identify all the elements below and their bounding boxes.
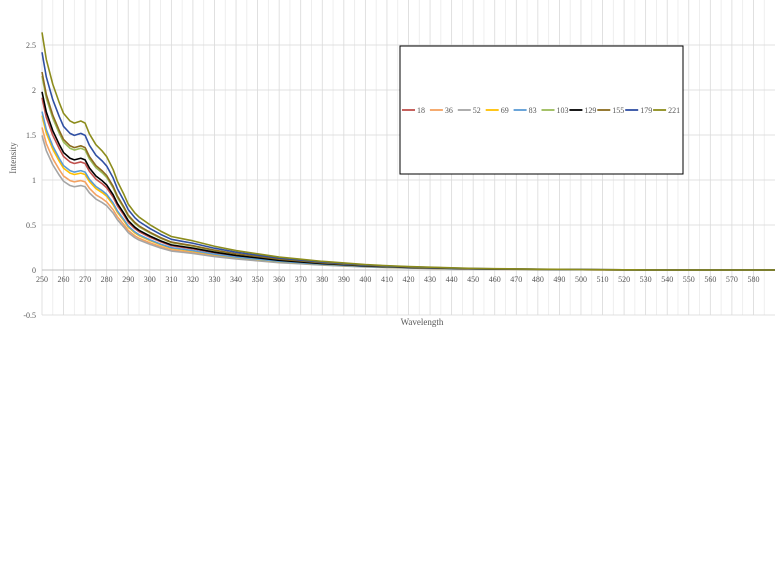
- x-tick-label: 260: [58, 275, 70, 284]
- legend-label-52: 52: [473, 106, 481, 115]
- x-tick-label: 340: [230, 275, 242, 284]
- x-tick-label: 450: [467, 275, 479, 284]
- y-tick-label: 2.5: [26, 41, 36, 50]
- x-axis-title: Wavelength: [401, 317, 444, 327]
- y-axis-title: Intensity: [8, 142, 18, 174]
- x-tick-label: 350: [252, 275, 264, 284]
- x-tick-label: 270: [79, 275, 91, 284]
- y-tick-label: 1.5: [26, 131, 36, 140]
- legend-label-18: 18: [417, 106, 425, 115]
- x-tick-label: 430: [424, 275, 436, 284]
- y-tick-label: 0: [32, 266, 36, 275]
- legend-label-129: 129: [584, 106, 596, 115]
- x-tick-label: 360: [273, 275, 285, 284]
- series-line-221: [41, 32, 775, 271]
- x-tick-label: 300: [144, 275, 156, 284]
- x-tick-label: 280: [101, 275, 113, 284]
- x-tick-label: 470: [510, 275, 522, 284]
- x-tick-label: 530: [640, 275, 652, 284]
- chart-legend: 18 36 52 69 83 103 129 155 179 221: [399, 45, 684, 175]
- legend-label-221: 221: [668, 106, 680, 115]
- x-tick-label: 370: [295, 275, 307, 284]
- x-tick-label: 390: [338, 275, 350, 284]
- legend-label-36: 36: [445, 106, 453, 115]
- x-tick-label: 580: [747, 275, 759, 284]
- y-tick-label: 2: [32, 86, 36, 95]
- x-tick-label: 380: [316, 275, 328, 284]
- y-axis-tick-labels: -0.5 0 0.5 1 1.5 2 2.5: [23, 41, 36, 320]
- x-tick-label: 560: [704, 275, 716, 284]
- legend-label-103: 103: [557, 106, 569, 115]
- x-tick-label: 440: [446, 275, 458, 284]
- x-tick-label: 550: [683, 275, 695, 284]
- x-tick-label: 490: [553, 275, 565, 284]
- x-tick-label: 570: [726, 275, 738, 284]
- y-tick-label: -0.5: [23, 311, 36, 320]
- x-tick-label: 520: [618, 275, 630, 284]
- chart-series-lines: [41, 32, 775, 271]
- x-tick-label: 410: [381, 275, 393, 284]
- x-tick-label: 250: [36, 275, 48, 284]
- x-tick-label: 320: [187, 275, 199, 284]
- x-tick-label: 480: [532, 275, 544, 284]
- x-tick-label: 290: [122, 275, 134, 284]
- legend-label-83: 83: [529, 106, 537, 115]
- x-tick-label: 540: [661, 275, 673, 284]
- x-tick-label: 510: [597, 275, 609, 284]
- y-tick-label: 0.5: [26, 221, 36, 230]
- x-tick-label: 420: [403, 275, 415, 284]
- legend-label-155: 155: [612, 106, 624, 115]
- x-tick-label: 400: [359, 275, 371, 284]
- x-tick-label: 460: [489, 275, 501, 284]
- x-tick-label: 500: [575, 275, 587, 284]
- x-axis-tick-labels: 250 260 270 280 290 300 310 320 330 340 350 360 370 3…: [36, 275, 759, 284]
- x-tick-label: 310: [165, 275, 177, 284]
- legend-label-179: 179: [640, 106, 652, 115]
- legend-label-69: 69: [501, 106, 509, 115]
- x-tick-label: 330: [208, 275, 220, 284]
- y-tick-label: 1: [32, 176, 36, 185]
